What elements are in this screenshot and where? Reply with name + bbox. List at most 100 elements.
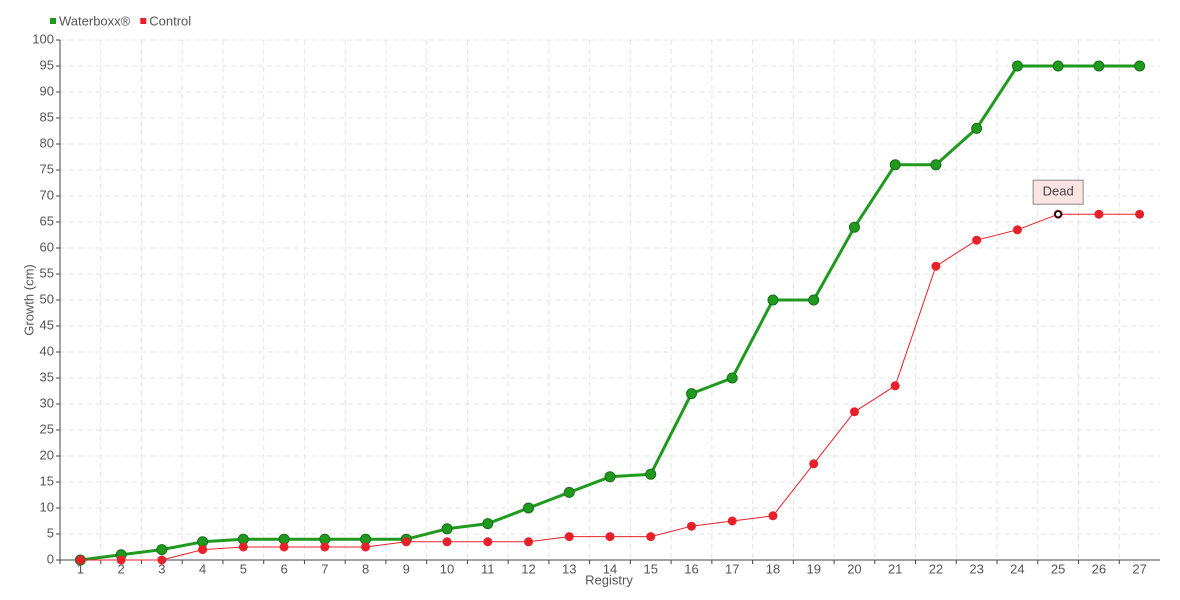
data-point <box>726 372 738 384</box>
data-point <box>889 159 901 171</box>
data-point <box>767 294 779 306</box>
series-line <box>80 64 1140 562</box>
data-point <box>442 537 452 547</box>
x-tick-label: 2 <box>117 561 124 576</box>
data-point <box>116 555 126 565</box>
x-tick-label: 9 <box>403 561 410 576</box>
data-point <box>75 555 85 565</box>
legend-label: Waterboxx® <box>59 13 131 28</box>
data-point <box>238 542 248 552</box>
data-point <box>604 471 616 483</box>
data-point <box>279 542 289 552</box>
data-point <box>157 555 167 565</box>
x-axis-label: Registry <box>585 572 633 587</box>
data-point <box>198 545 208 555</box>
x-tick-label: 27 <box>1132 561 1146 576</box>
data-point <box>1134 60 1146 72</box>
x-tick-label: 22 <box>929 561 943 576</box>
y-tick-label: 5 <box>47 525 54 540</box>
y-tick-label: 10 <box>40 499 54 514</box>
data-point <box>849 407 859 417</box>
x-tick-label: 7 <box>321 561 328 576</box>
annotation-box <box>1032 179 1084 205</box>
y-tick-label: 95 <box>40 57 54 72</box>
x-tick-label: 16 <box>684 561 698 576</box>
legend-swatch <box>50 18 56 24</box>
x-tick-label: 8 <box>362 561 369 576</box>
x-tick-label: 13 <box>562 561 576 576</box>
data-point <box>972 235 982 245</box>
x-tick-label: 3 <box>158 561 165 576</box>
y-tick-label: 75 <box>40 161 54 176</box>
y-tick-label: 30 <box>40 395 54 410</box>
data-point <box>361 542 371 552</box>
x-tick-label: 1 <box>77 561 84 576</box>
y-tick-label: 60 <box>40 239 54 254</box>
data-point <box>564 532 574 542</box>
x-tick-label: 4 <box>199 561 206 576</box>
data-point <box>768 511 778 521</box>
data-point <box>971 122 983 134</box>
data-point <box>320 542 330 552</box>
x-tick-label: 17 <box>725 561 739 576</box>
y-tick-label: 45 <box>40 317 54 332</box>
y-tick-label: 20 <box>40 447 54 462</box>
annotation-text: Dead <box>1043 184 1074 199</box>
data-point <box>1011 60 1023 72</box>
y-tick-label: 40 <box>40 343 54 358</box>
x-tick-label: 5 <box>240 561 247 576</box>
legend-label: Control <box>149 13 191 28</box>
data-point <box>931 261 941 271</box>
x-tick-label: 24 <box>1010 561 1024 576</box>
y-tick-label: 35 <box>40 369 54 384</box>
data-point <box>563 486 575 498</box>
data-point <box>1052 60 1064 72</box>
legend-swatch <box>140 18 147 24</box>
x-tick-label: 21 <box>888 561 902 576</box>
x-tick-label: 6 <box>280 561 287 576</box>
y-tick-label: 65 <box>40 213 54 228</box>
data-point <box>524 537 534 547</box>
data-point <box>1093 60 1105 72</box>
x-tick-label: 25 <box>1051 561 1065 576</box>
data-point <box>401 537 411 547</box>
y-tick-label: 85 <box>40 109 54 124</box>
data-point <box>890 381 900 391</box>
data-point <box>156 544 168 556</box>
x-tick-label: 20 <box>847 561 861 576</box>
data-point <box>483 537 493 547</box>
data-point <box>686 521 696 531</box>
x-tick-label: 14 <box>603 561 617 576</box>
data-point <box>441 523 453 535</box>
x-tick-label: 19 <box>806 561 820 576</box>
y-tick-label: 25 <box>40 421 54 436</box>
x-tick-label: 15 <box>644 561 658 576</box>
y-tick-label: 0 <box>47 551 54 566</box>
y-tick-label: 55 <box>40 265 54 280</box>
y-tick-label: 80 <box>40 135 54 150</box>
data-point <box>930 159 942 171</box>
y-tick-label: 90 <box>40 83 54 98</box>
x-tick-label: 12 <box>521 561 535 576</box>
x-tick-label: 23 <box>969 561 983 576</box>
data-point <box>605 532 615 542</box>
data-point <box>809 459 819 469</box>
x-tick-label: 26 <box>1092 561 1106 576</box>
data-point <box>685 388 697 400</box>
data-point <box>646 532 656 542</box>
data-point <box>848 221 860 233</box>
y-tick-label: 50 <box>40 291 54 306</box>
x-tick-label: 10 <box>440 561 454 576</box>
data-point <box>523 502 535 514</box>
data-point <box>482 518 494 530</box>
data-point <box>1012 225 1022 235</box>
data-point <box>727 516 737 526</box>
data-point <box>1094 209 1104 219</box>
x-tick-label: 18 <box>766 561 780 576</box>
y-tick-label: 15 <box>40 473 54 488</box>
y-axis-label: Growth (cm) <box>21 264 36 336</box>
y-tick-label: 70 <box>40 187 54 202</box>
data-point <box>808 294 820 306</box>
y-tick-label: 100 <box>32 31 54 46</box>
annotation-marker <box>1054 210 1062 218</box>
